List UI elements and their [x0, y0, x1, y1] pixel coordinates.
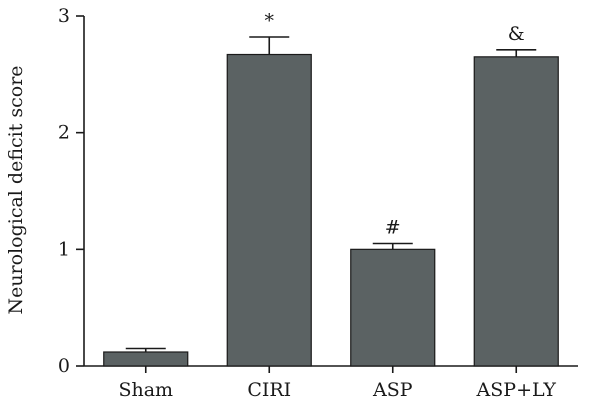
bar-sham	[103, 351, 189, 367]
y-tick-label: 2	[58, 122, 70, 144]
bars	[103, 36, 559, 367]
x-tick-label: CIRI	[247, 379, 291, 401]
x-tick-label: Sham	[118, 379, 173, 401]
x-tick-label: ASP	[372, 379, 413, 401]
labels: 0 1 2 3 Sham CIRI * ASP # ASP+LY &	[58, 5, 556, 401]
y-tick-label: 1	[58, 238, 70, 260]
y-tick-label: 3	[58, 5, 70, 27]
y-tick-label: 0	[58, 355, 70, 377]
bar-ciri	[226, 53, 312, 367]
significance-marker: *	[265, 10, 275, 32]
bar-asp	[350, 248, 436, 367]
x-tick-label: ASP+LY	[476, 379, 557, 401]
significance-marker: &	[508, 23, 525, 45]
significance-marker: #	[385, 217, 401, 239]
bar-asp-ly	[473, 56, 559, 367]
y-axis-label: Neurological deficit score	[5, 65, 27, 314]
